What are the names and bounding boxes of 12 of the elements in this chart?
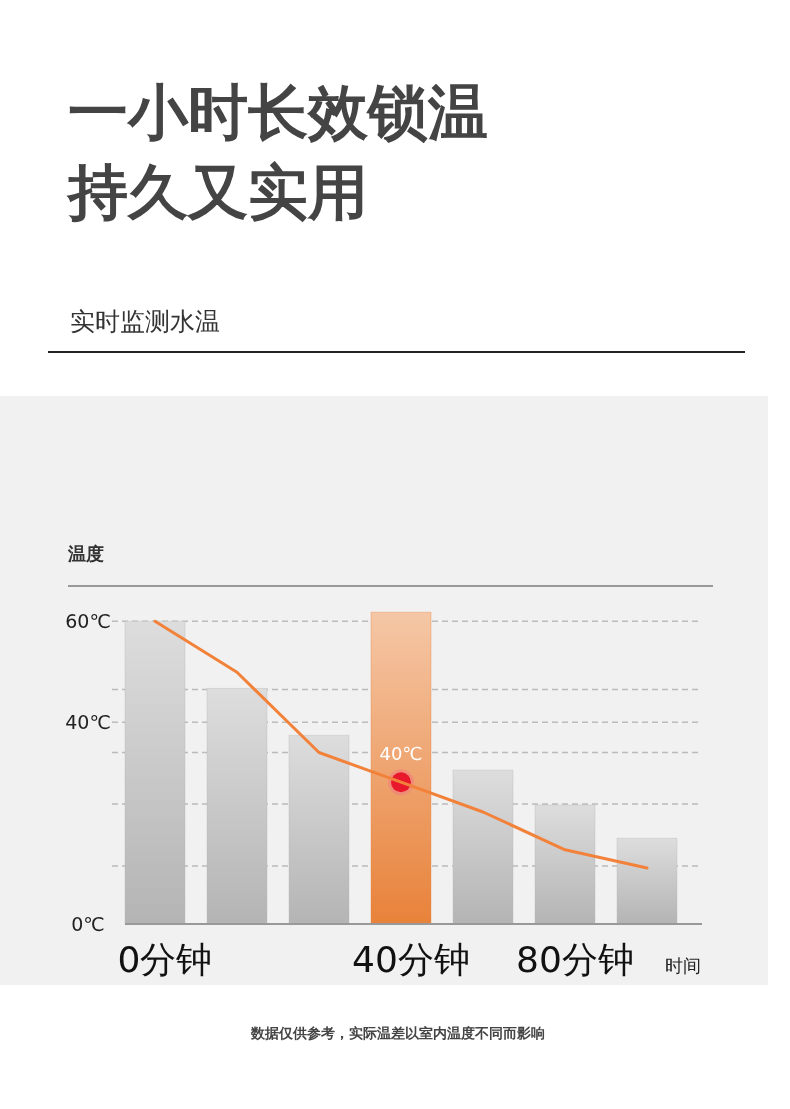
chart-subtitle: 实时监测水温	[70, 307, 220, 336]
y-axis-title: 温度	[67, 543, 104, 564]
x-tick-label: 80分钟	[516, 939, 634, 980]
text: 数据仅供参考，实际温差以室内温度不同而影响	[250, 1025, 545, 1041]
annotation: 40℃	[379, 743, 423, 765]
x-tick-label: 0分钟	[117, 939, 213, 980]
y-tick-label: 0℃	[71, 913, 105, 935]
x-axis-title: 时间	[665, 955, 701, 976]
y-tick-label: 60℃	[65, 610, 111, 633]
x-tick-label: 40分钟	[352, 939, 470, 980]
y-tick-label: 40℃	[65, 711, 111, 734]
chart-title: 一小时长效锁温持久又实用	[66, 77, 488, 227]
